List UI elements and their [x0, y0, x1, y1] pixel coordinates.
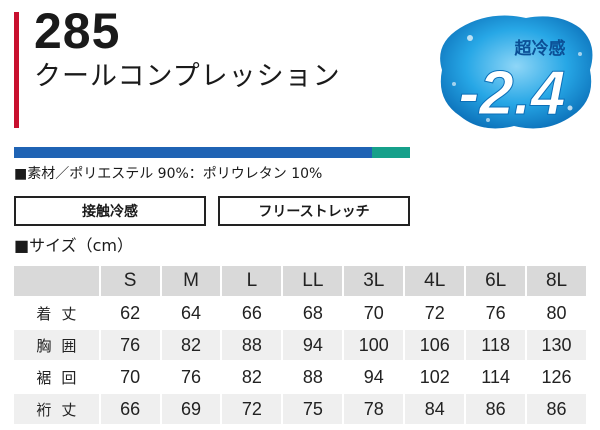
table-cell: 88	[302, 366, 323, 387]
header-cell: 4L	[405, 266, 465, 296]
table-row: 胸囲 76 82 88 94 100 106 118 130	[14, 330, 587, 360]
table-cell: 82	[241, 366, 262, 387]
table-cell: 94	[363, 366, 384, 387]
table-cell: 66	[100, 394, 160, 424]
material-text: ■素材／ポリエステル 90%：ポリウレタン 10%	[14, 166, 323, 182]
table-cell: 75	[283, 394, 343, 424]
table-cell: 80	[546, 302, 567, 323]
stripe-blue	[14, 147, 372, 158]
table-cell: 106	[405, 330, 465, 360]
table-cell: 100	[344, 330, 404, 360]
splash-shape	[440, 15, 593, 129]
table-cell: 64	[181, 302, 202, 323]
table-header-row: S M L LL 3L 4L 6L 8L	[14, 266, 587, 296]
row-label: 裾回	[36, 368, 87, 387]
header-cell: M	[161, 266, 221, 296]
stripe-teal	[372, 147, 410, 158]
header-cell: S	[100, 266, 160, 296]
table-cell: 114	[481, 366, 510, 387]
header-cell: 6L	[466, 266, 526, 296]
row-label: 裄丈	[14, 394, 99, 424]
table-cell: 86	[466, 394, 526, 424]
table-cell: 82	[161, 330, 221, 360]
size-table: S M L LL 3L 4L 6L 8L 着丈 62 64 66 68 70 7…	[14, 266, 587, 426]
table-row: 着丈 62 64 66 68 70 72 76 80	[14, 298, 586, 328]
table-cell: 118	[466, 330, 526, 360]
table-cell: 66	[241, 302, 262, 323]
table-cell: 126	[541, 366, 572, 387]
table-cell: 70	[363, 302, 384, 323]
table-cell: 72	[424, 302, 445, 323]
table-cell: 102	[419, 366, 450, 387]
table-cell: 68	[302, 302, 323, 323]
table-cell: 72	[222, 394, 282, 424]
feature-contact-cooling: 接触冷感	[14, 196, 206, 226]
header-cell: L	[222, 266, 282, 296]
table-cell: 76	[485, 302, 506, 323]
header-cell: 8L	[527, 266, 587, 296]
header-cell	[14, 266, 99, 296]
size-heading: ■サイズ（cm）	[14, 236, 134, 255]
model-number: 285	[34, 3, 121, 59]
table-cell: 76	[181, 366, 202, 387]
color-stripe	[14, 147, 410, 158]
table-cell: 78	[344, 394, 404, 424]
badge-value: -2.4	[459, 59, 566, 128]
table-row: 裄丈 66 69 72 75 78 84 86 86	[14, 394, 587, 424]
product-name: クールコンプレッション	[34, 61, 341, 92]
header-cell: 3L	[344, 266, 404, 296]
row-label: 着丈	[36, 304, 87, 323]
cooling-badge: 超冷感 -2.4	[440, 15, 593, 129]
badge-label: 超冷感	[515, 38, 566, 59]
table-cell: 70	[120, 366, 141, 387]
table-cell: 62	[120, 302, 141, 323]
table-cell: 88	[222, 330, 282, 360]
table-cell: 84	[405, 394, 465, 424]
table-cell: 86	[527, 394, 587, 424]
table-cell: 94	[283, 330, 343, 360]
table-cell: 69	[161, 394, 221, 424]
table-cell: 76	[100, 330, 160, 360]
feature-free-stretch: フリーストレッチ	[218, 196, 410, 226]
table-row: 裾回 70 76 82 88 94 102 114 126	[14, 362, 586, 392]
row-label: 胸囲	[14, 330, 99, 360]
table-cell: 130	[527, 330, 587, 360]
accent-bar	[14, 12, 19, 128]
header-cell: LL	[283, 266, 343, 296]
